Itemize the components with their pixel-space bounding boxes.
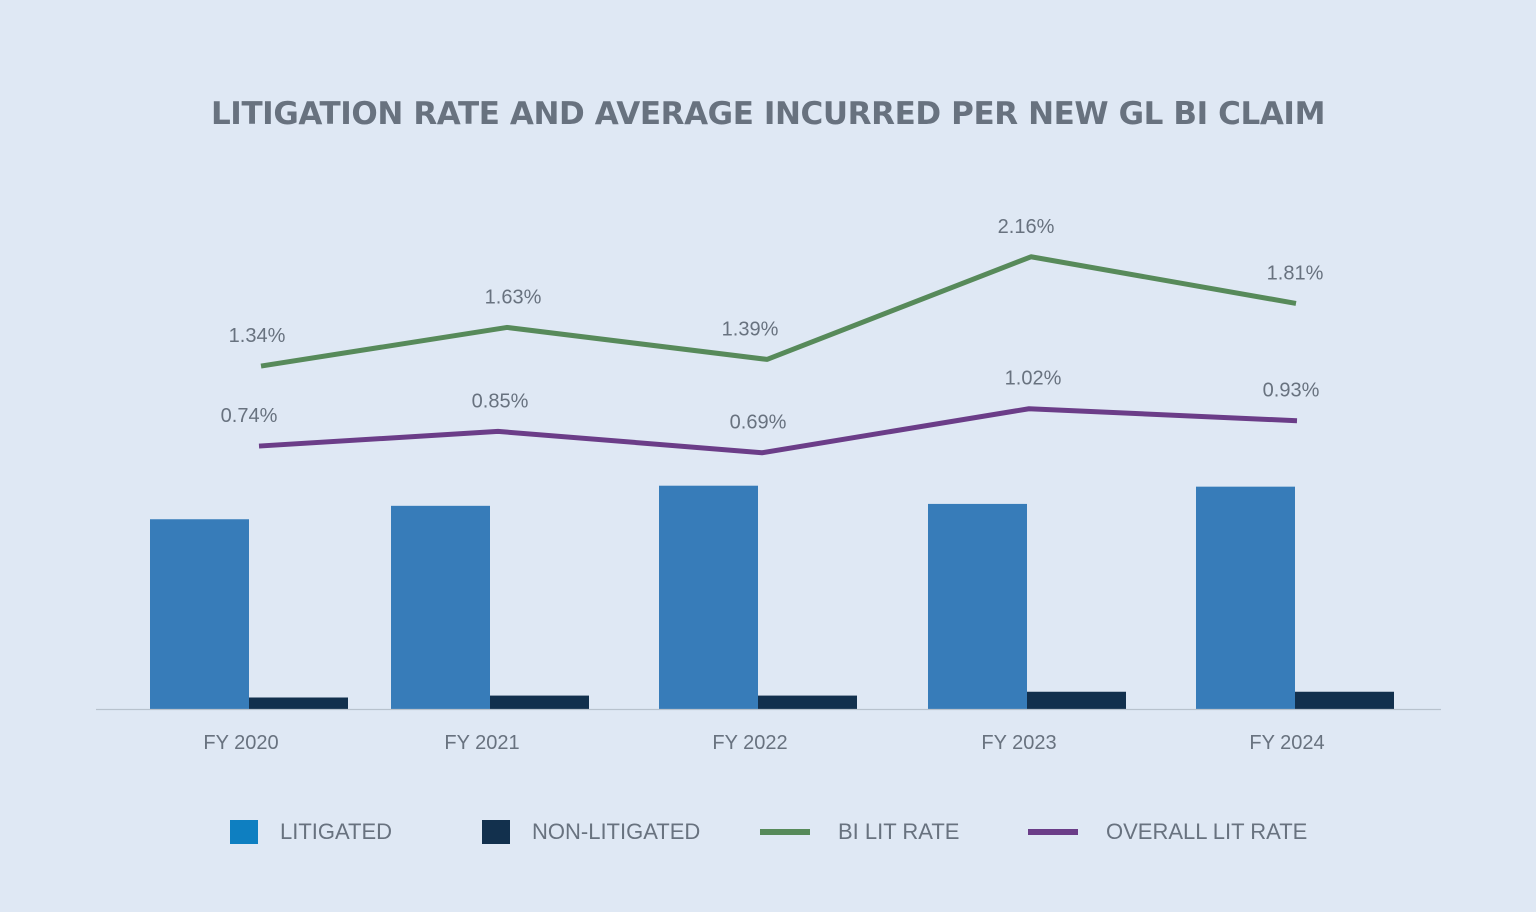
data-label-bi-lit-rate-5: 1.81% <box>1267 262 1324 284</box>
data-label-overall-lit-rate-1: 0.74% <box>221 405 278 427</box>
legend-item-bi-lit-rate: BI LIT RATE <box>760 812 959 852</box>
legend-item-overall-lit-rate: OVERALL LIT RATE <box>1028 812 1307 852</box>
legend-label-litigated: LITIGATED <box>280 819 393 844</box>
legend-swatch-non-litigated <box>482 820 510 844</box>
series-line-overall-lit-rate <box>258 406 1298 456</box>
data-label-bi-lit-rate-1: 1.34% <box>229 325 286 347</box>
bar-litigated-3 <box>659 485 758 709</box>
bar-non-litigated-4 <box>1027 691 1126 709</box>
bar-litigated-5 <box>1196 486 1295 709</box>
data-label-bi-lit-rate-2: 1.63% <box>485 286 542 308</box>
data-label-overall-lit-rate-2: 0.85% <box>472 390 529 412</box>
series-line-bi-lit-rate <box>260 254 1297 369</box>
chart-legend: LITIGATED NON-LITIGATED BI LIT RATE OVER… <box>0 812 1536 852</box>
data-label-bi-lit-rate-4: 2.16% <box>998 216 1055 238</box>
legend-item-litigated: LITIGATED <box>230 812 392 852</box>
x-tick-label-5: FY 2024 <box>1249 732 1324 754</box>
data-label-overall-lit-rate-4: 1.02% <box>1005 368 1062 390</box>
x-tick-label-3: FY 2022 <box>712 732 787 754</box>
bar-non-litigated-2 <box>490 695 589 709</box>
bar-litigated-4 <box>928 503 1027 709</box>
bar-litigated-1 <box>150 519 249 709</box>
legend-swatch-overall-lit-rate <box>1028 829 1078 835</box>
chart-title: LITIGATION RATE AND AVERAGE INCURRED PER… <box>210 96 1326 132</box>
bar-non-litigated-5 <box>1295 691 1394 709</box>
bar-litigated-2 <box>391 505 490 709</box>
chart-plot: FY 2020 FY 2021 FY 2022 FY 2023 FY 2024 1.34%… <box>96 216 1441 754</box>
bar-non-litigated-1 <box>249 697 348 709</box>
legend-label-overall-lit-rate: OVERALL LIT RATE <box>1106 819 1308 844</box>
data-label-bi-lit-rate-3: 1.39% <box>722 318 779 340</box>
legend-swatch-litigated <box>230 820 258 844</box>
x-tick-label-2: FY 2021 <box>444 732 519 754</box>
data-label-overall-lit-rate-3: 0.69% <box>730 412 787 434</box>
x-tick-label-1: FY 2020 <box>203 732 278 754</box>
x-tick-label-4: FY 2023 <box>981 732 1056 754</box>
legend-label-non-litigated: NON-LITIGATED <box>532 819 701 844</box>
legend-swatch-bi-lit-rate <box>760 829 810 835</box>
legend-label-bi-lit-rate: BI LIT RATE <box>838 819 960 844</box>
bar-non-litigated-3 <box>758 695 857 709</box>
legend-item-non-litigated: NON-LITIGATED <box>482 812 700 852</box>
data-label-overall-lit-rate-5: 0.93% <box>1263 380 1320 402</box>
